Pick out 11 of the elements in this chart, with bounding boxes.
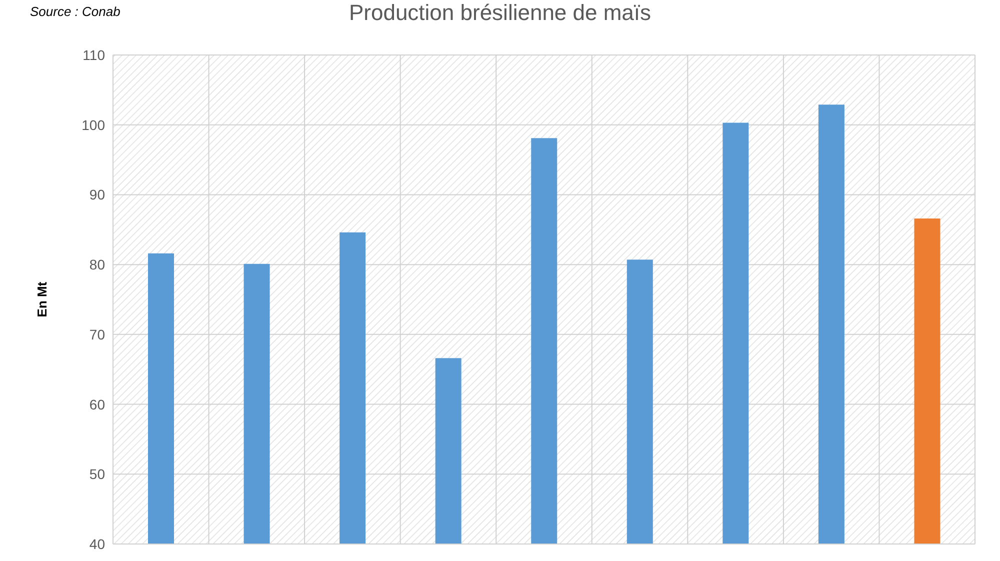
y-tick-label: 100 <box>82 116 106 133</box>
y-axis-title: En Mt <box>34 281 50 318</box>
y-tick-label: 40 <box>89 536 106 552</box>
chart-title: Production brésilienne de maïs <box>348 0 652 25</box>
y-tick-label: 70 <box>89 326 106 342</box>
y-tick-label: 80 <box>89 256 106 273</box>
y-tick-label: 50 <box>89 466 106 482</box>
y-tick-label: 90 <box>89 186 106 203</box>
source-note: Source : Conab <box>30 4 120 19</box>
y-tick-label: 60 <box>89 396 106 412</box>
y-tick-label: 110 <box>82 46 106 63</box>
